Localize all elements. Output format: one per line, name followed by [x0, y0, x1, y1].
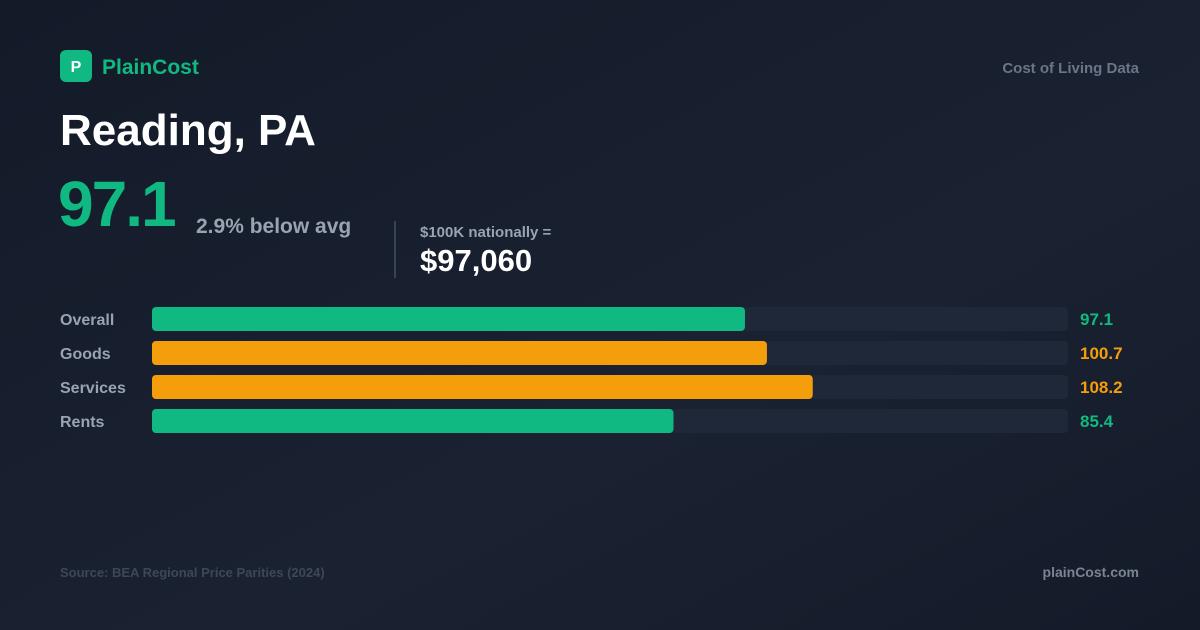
bar-chart: Overall 97.1 Goods 100.7 Services 108.2 Rents 8… — [60, 307, 1123, 433]
index-value: 97.1 — [58, 168, 175, 240]
category-label: Rents — [60, 414, 105, 431]
brand-name: PlainCost — [102, 56, 199, 79]
equivalent-label: $100K nationally = — [420, 224, 552, 241]
site: plainCost.com — [1043, 564, 1139, 580]
bar — [152, 307, 745, 331]
value-label: 85.4 — [1080, 412, 1114, 431]
bar — [152, 375, 813, 399]
logo-letter: P — [71, 59, 82, 76]
logo-box — [60, 50, 92, 82]
bar — [152, 341, 767, 365]
equivalent-value: $97,060 — [420, 243, 532, 278]
category-label: Overall — [60, 312, 114, 329]
category-label: Services — [60, 380, 126, 397]
source: Source: BEA Regional Price Parities (202… — [60, 565, 325, 580]
value-label: 108.2 — [1080, 378, 1123, 397]
value-label: 100.7 — [1080, 344, 1123, 363]
comparison: 2.9% below avg — [196, 215, 351, 238]
value-label: 97.1 — [1080, 310, 1113, 329]
tagline: Cost of Living Data — [1002, 60, 1139, 77]
city: Reading, PA — [60, 106, 316, 155]
bar — [152, 409, 674, 433]
category-label: Goods — [60, 346, 111, 363]
